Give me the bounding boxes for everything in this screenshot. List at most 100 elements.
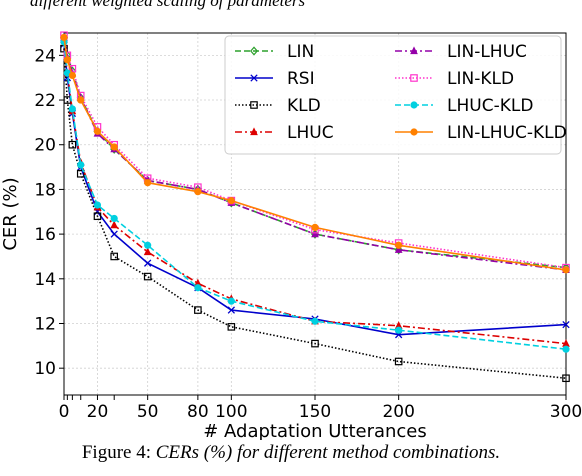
legend-label: LIN [287, 42, 314, 62]
legend-entry-lin: LIN [235, 42, 314, 62]
data-point-lin-lhuc-kld [395, 241, 403, 249]
series-lines [60, 31, 570, 383]
data-point-lin-lhuc-kld [60, 33, 68, 42]
legend-entry-lin-kld: LIN-KLD [395, 69, 514, 89]
data-point-kld [311, 339, 319, 348]
data-point-rsi [227, 306, 235, 314]
marker-stroke [250, 74, 258, 82]
data-point-rsi [110, 230, 118, 238]
legend-marker [250, 74, 258, 82]
legend-marker [250, 127, 258, 136]
data-point-kld [68, 140, 77, 149]
data-point-lhuc-kld [227, 297, 235, 305]
figure-caption: Figure 4: CERs (%) for different method … [0, 442, 582, 464]
legend-label: RSI [287, 69, 315, 89]
y-tick-label: 12 [34, 314, 56, 334]
marker-stroke [144, 259, 152, 267]
legend-entry-lin-lhuc-kld: LIN-LHUC-KLD [395, 123, 567, 143]
y-tick-label: 14 [34, 270, 56, 290]
cer-line-chart: 0 20 50 80 100 150 200 300 10 12 14 16 18 20 22 24 # Ada… [0, 31, 582, 440]
legend-marker [410, 128, 418, 136]
data-point-kld [227, 323, 236, 331]
data-point-lhuc [143, 247, 152, 256]
legend-marker [250, 101, 258, 109]
y-tick-label: 10 [34, 359, 56, 379]
legend-label: LIN-LHUC [447, 42, 527, 62]
x-tick-label: 0 [59, 402, 70, 422]
marker-stroke [562, 320, 570, 329]
y-tick-label: 20 [34, 136, 56, 156]
legend-marker [410, 46, 418, 55]
data-point-lin-lhuc-kld [110, 143, 118, 151]
data-point-lin-lhuc-kld [144, 179, 152, 187]
legend-entry-lhuc: LHUC [235, 123, 334, 143]
x-tick-label: 300 [550, 402, 582, 422]
y-axis-label: CER (%) [0, 177, 21, 250]
x-tick-label: 50 [137, 402, 159, 422]
data-point-lhuc-kld [77, 161, 85, 169]
data-point-lhuc-kld [144, 241, 152, 249]
data-point-lhuc-kld [395, 326, 403, 334]
legend-marker [410, 74, 418, 82]
legend-label: KLD [287, 96, 321, 116]
data-point-rsi [562, 320, 570, 329]
series-line-lin-kld [63, 35, 567, 269]
x-tick-label: 100 [215, 402, 247, 422]
legend-entry-rsi: RSI [235, 69, 315, 89]
data-point-lhuc-kld [562, 345, 570, 353]
data-point-kld [394, 357, 403, 366]
legend-marker [250, 46, 258, 56]
data-point-lin-lhuc-kld [227, 196, 235, 205]
legend-entry-lhuc-kld: LHUC-KLD [395, 96, 533, 116]
series-lhuc-kld [60, 38, 570, 353]
data-point-lin-lhuc-kld [194, 188, 202, 196]
data-point-lhuc-kld [110, 214, 118, 223]
series-line-kld [63, 48, 567, 379]
marker-stroke [110, 230, 118, 238]
legend-entry-kld: KLD [235, 96, 321, 116]
legend-label: LHUC [287, 123, 334, 143]
data-point-lhuc-kld [311, 317, 319, 325]
clipped-header-text: different weighted scaling of parameters [30, 0, 306, 10]
data-point-kld [143, 272, 152, 281]
series-lin-lhuc-kld [60, 33, 570, 274]
data-point-rsi [144, 259, 152, 267]
data-point-lin-lhuc-kld [562, 266, 570, 274]
x-tick-label: 200 [382, 402, 414, 422]
x-axis-label: # Adaptation Utterances [203, 421, 427, 440]
data-point-kld [110, 252, 119, 261]
caption-label: Figure 4: [81, 442, 151, 463]
legend-label: LHUC-KLD [447, 96, 533, 116]
data-point-lin-lhuc-kld [93, 127, 102, 135]
y-tick-label: 22 [34, 91, 56, 111]
data-point-lhuc-kld [68, 105, 76, 113]
marker-stroke [227, 306, 235, 314]
y-tick-label: 18 [34, 180, 56, 200]
data-point-kld [93, 212, 102, 221]
legend-marker [410, 101, 418, 109]
legend-label: LIN-KLD [447, 69, 514, 89]
x-tick-label: 20 [87, 402, 109, 422]
data-point-lin-lhuc [394, 245, 403, 253]
data-point-lin [394, 245, 403, 255]
y-tick-label: 16 [34, 225, 56, 245]
legend-box [224, 35, 562, 155]
data-point-kld [76, 169, 85, 178]
axes: 0 20 50 80 100 150 200 300 10 12 14 16 18 20 22 24 # Ada… [0, 32, 582, 440]
legend: LIN RSI KLD LHUC LIN-LHUC LIN-KLD LHUC-KLD LIN-… [224, 35, 567, 155]
data-point-lin-lhuc-kld [68, 71, 76, 80]
data-point-lin-lhuc-kld [63, 56, 71, 64]
data-point-lhuc-kld [194, 284, 202, 292]
data-point-kld [562, 374, 570, 383]
data-point-lhuc-kld [93, 201, 102, 209]
y-tick-label: 24 [34, 46, 56, 66]
data-point-lin-lhuc-kld [311, 223, 319, 232]
x-tick-label: 80 [187, 402, 209, 422]
data-point-lin-lhuc-kld [77, 96, 85, 104]
data-point-lhuc [110, 220, 119, 229]
data-point-lin-lhuc [311, 229, 319, 238]
data-point-kld [194, 306, 202, 314]
legend-entry-lin-lhuc: LIN-LHUC [395, 42, 527, 62]
legend-label: LIN-LHUC-KLD [447, 123, 567, 143]
series-line-lhuc-kld [63, 41, 567, 350]
